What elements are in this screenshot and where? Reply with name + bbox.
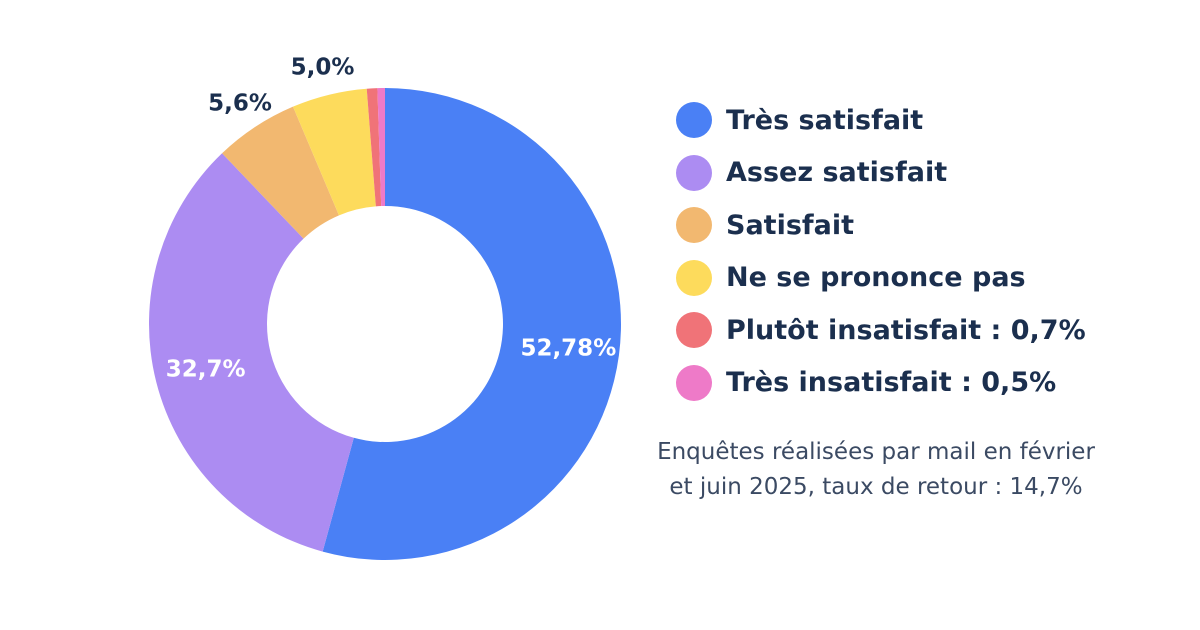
legend-item-satisfait: Satisfait [676, 199, 1086, 252]
legend-item-ne-se-prononce-pas: Ne se prononce pas [676, 252, 1086, 305]
legend-swatch [676, 364, 712, 401]
legend-label: Assez satisfait [726, 157, 948, 189]
legend-swatch [676, 154, 712, 191]
slice-ne-se-prononce-pas [292, 88, 376, 216]
legend-item-tres-insatisfait-0-5: Très insatisfait : 0,5% [676, 357, 1086, 410]
slice-tres-satisfait [322, 88, 621, 560]
legend-label: Très satisfait [726, 104, 924, 136]
slice-tres-insatisfait-0-5 [377, 88, 385, 207]
legend-label: Plutôt insatisfait : 0,7% [726, 314, 1086, 346]
legend-swatch [676, 312, 712, 349]
donut-chart: 52,78% 32,7% 5,6% 5,0% [148, 55, 621, 560]
legend-item-plutot-insatisfait-0-7: Plutôt insatisfait : 0,7% [676, 304, 1086, 357]
slice-satisfait [222, 106, 339, 239]
legend-swatch [676, 102, 712, 139]
legend-label: Satisfait [726, 209, 855, 241]
data-label-assez-satisfait: 32,7% [166, 356, 246, 382]
legend-label: Très insatisfait : 0,5% [726, 367, 1057, 399]
legend-item-tres-satisfait: Très satisfait [676, 94, 1086, 147]
data-label-satisfait: 5,6% [208, 90, 272, 116]
legend-label: Ne se prononce pas [726, 262, 1026, 294]
slice-assez-satisfait [148, 153, 354, 552]
data-label-tres-satisfait: 52,78% [520, 336, 616, 362]
footnote-line-1: Enquêtes réalisées par mail en février [657, 439, 1095, 465]
footnote-line-2: et juin 2025, taux de retour : 14,7% [669, 474, 1083, 500]
slice-plutot-insatisfait-0-7 [366, 88, 382, 207]
chart-legend: Très satisfait Assez satisfait Satisfait Ne… [676, 94, 1086, 409]
legend-swatch [676, 207, 712, 244]
legend-item-assez-satisfait: Assez satisfait [676, 147, 1086, 200]
data-label-ne-se-prononce-pas: 5,0% [291, 55, 355, 81]
survey-footnote: Enquêtes réalisées par mail en février e… [636, 435, 1116, 505]
legend-swatch [676, 259, 712, 296]
